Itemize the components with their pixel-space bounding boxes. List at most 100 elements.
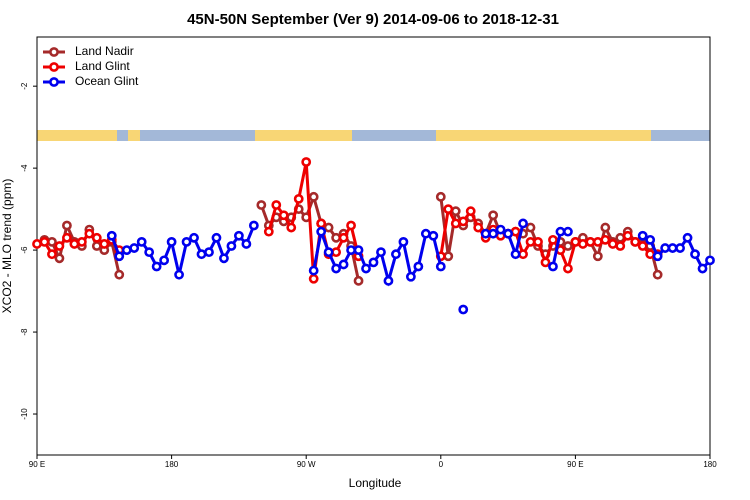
data-point [383,275,394,286]
data-point [91,232,102,243]
data-point [331,263,342,274]
data-point [316,226,327,237]
x-axis-label: Longitude [349,476,402,490]
data-point [361,263,371,274]
data-point [114,269,125,280]
legend-label: Land Glint [75,59,130,73]
data-point [316,218,327,229]
data-point [47,237,57,247]
data-point [159,255,170,266]
data-point [615,241,626,251]
data-point [271,200,282,210]
data-point [435,261,446,272]
data-point [473,222,484,233]
data-point [428,230,439,241]
data-point [592,237,603,247]
data-point [189,232,199,243]
data-point [323,247,334,258]
data-point [563,263,573,274]
data-point [62,232,72,243]
data-point [667,243,678,253]
legend-label: Land Nadir [75,44,134,58]
y-tick-label: -10 [20,408,29,420]
data-point [151,261,162,272]
data-point [622,230,633,241]
data-point [263,226,274,237]
y-tick-label: -2 [20,82,29,90]
data-point [136,237,147,247]
data-point [47,249,57,260]
data-point [480,228,491,239]
data-point [84,228,95,239]
data-point [660,243,671,253]
data-point [525,237,536,247]
data-point [518,249,528,260]
x-tick-label: 90 E [29,460,45,469]
data-point [443,251,454,262]
data-point [600,234,611,245]
data-point [181,237,192,247]
data-point [376,247,386,258]
data-point [600,222,611,233]
map-strip [37,130,710,141]
x-tick-label: 90 E [567,460,583,469]
data-point [196,249,207,260]
data-point [286,222,297,233]
data-point [144,247,155,258]
data-point [121,245,132,255]
data-point [488,228,499,239]
data-point [331,232,342,243]
data-point [697,263,708,274]
data-point [62,220,72,231]
data-point [368,257,379,268]
y-tick-label: -4 [20,164,29,172]
data-point [256,200,267,210]
data-point [346,220,356,231]
data-point [488,210,499,221]
data-point [106,230,117,241]
data-point [495,224,506,235]
data-point [592,251,603,262]
data-point [652,251,663,262]
data-point [353,245,364,255]
data-point [241,239,252,249]
data-point [525,222,536,233]
data-point [630,237,641,247]
data-point [293,193,304,204]
data-point [99,239,110,249]
data-point [548,261,558,272]
data-point [443,204,454,215]
data-point [338,232,349,243]
data-point [166,237,177,247]
legend-marker [49,47,59,57]
data-point [637,241,648,251]
data-point [607,239,618,249]
data-point [645,249,656,260]
data-point [233,230,244,241]
data-point [705,255,715,266]
data-point [510,249,521,260]
data-point [114,251,125,262]
data-point [346,245,356,255]
data-point [518,218,528,229]
data-point [555,226,566,237]
data-point [652,269,663,280]
data-point [465,206,476,217]
data-point [219,253,229,264]
data-point [54,253,65,264]
data-point [91,241,102,251]
x-tick-label: 180 [703,460,717,469]
data-point [563,226,573,237]
data-point [510,226,521,237]
data-point [435,191,446,202]
data-point [54,241,65,251]
data-point [675,243,685,253]
data-point [413,261,424,272]
data-point [398,237,409,247]
y-tick-label: -8 [20,328,29,336]
data-point [308,191,319,202]
data-point [39,237,50,247]
data-point [301,157,312,167]
data-point [331,247,342,258]
data-point [204,247,214,258]
